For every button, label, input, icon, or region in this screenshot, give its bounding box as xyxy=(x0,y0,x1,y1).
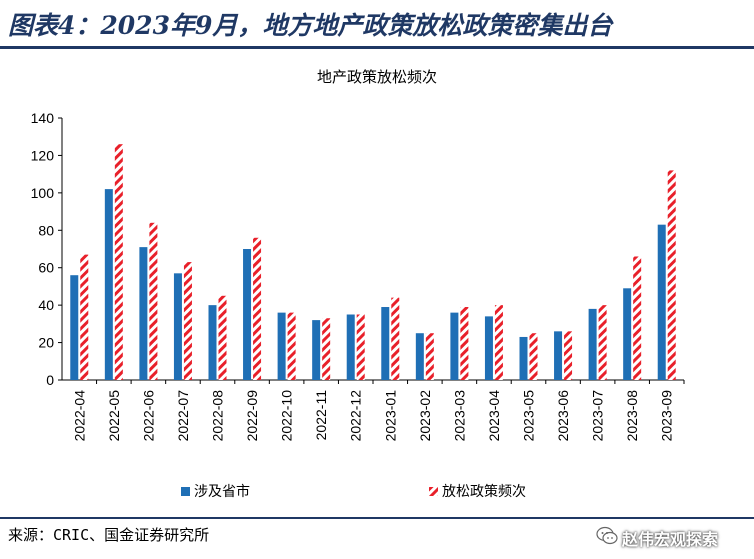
x-tick-label: 2023-02 xyxy=(417,390,433,442)
x-tick-label: 2022-08 xyxy=(210,390,226,442)
bar-series1 xyxy=(588,308,597,380)
bar-series1 xyxy=(346,314,355,380)
x-tick-label: 2023-08 xyxy=(624,390,640,442)
legend-swatch-series1 xyxy=(181,487,190,496)
x-tick-label: 2023-09 xyxy=(659,390,675,442)
bar-series1 xyxy=(208,305,217,380)
chart-title: 地产政策放松频次 xyxy=(316,68,437,86)
x-tick-label: 2022-11 xyxy=(313,390,329,441)
legend-label: 放松政策频次 xyxy=(442,483,526,500)
bar-series1 xyxy=(484,316,493,380)
bar-series1 xyxy=(657,224,666,380)
x-tick-label: 2022-05 xyxy=(106,390,122,442)
bar-series2 xyxy=(460,307,469,380)
x-tick-label: 2022-06 xyxy=(140,390,156,442)
bar-series1 xyxy=(173,273,182,380)
source-note: 来源：CRIC、国金证券研究所 xyxy=(8,526,210,544)
bar-chart: 2022-04 2022-05 2022-06 2022-07 2022-08 2022-… xyxy=(31,110,685,500)
bar-series2 xyxy=(218,295,227,380)
bar-series2 xyxy=(149,222,158,380)
x-tick-label: 2023-01 xyxy=(382,390,398,442)
bar-series1 xyxy=(243,249,252,380)
bar-series1 xyxy=(70,275,79,380)
bar-series1 xyxy=(312,320,321,380)
y-tick-label: 20 xyxy=(38,335,54,351)
wechat-icon xyxy=(596,526,618,545)
legend-swatch-series2 xyxy=(429,487,438,496)
y-tick-label: 0 xyxy=(46,372,54,388)
y-tick-label: 140 xyxy=(31,110,55,126)
y-tick-label: 120 xyxy=(31,147,55,163)
y-tick-label: 80 xyxy=(38,222,54,238)
bar-series2 xyxy=(391,297,400,380)
bar-series2 xyxy=(287,312,296,380)
y-tick-label: 40 xyxy=(38,297,54,313)
bar-series1 xyxy=(104,189,113,380)
x-tick-label: 2023-05 xyxy=(521,390,537,442)
bar-series2 xyxy=(253,237,262,380)
bar-series2 xyxy=(80,254,89,380)
x-tick-label: 2023-03 xyxy=(451,390,467,442)
bar-series2 xyxy=(494,305,503,380)
x-tick-label: 2022-09 xyxy=(244,390,260,442)
bar-series1 xyxy=(381,307,390,380)
bar-series1 xyxy=(415,333,424,380)
bar-series1 xyxy=(519,336,528,380)
y-tick-label: 60 xyxy=(38,260,54,276)
bar-series2 xyxy=(529,333,538,380)
bar-series2 xyxy=(322,318,331,380)
bar-series2 xyxy=(598,305,607,380)
x-tick-label: 2023-04 xyxy=(486,390,502,442)
bar-series2 xyxy=(425,333,434,380)
bar-series1 xyxy=(450,312,459,380)
bar-series1 xyxy=(277,312,286,380)
bar-series1 xyxy=(554,331,563,380)
x-tick-label: 2022-04 xyxy=(71,390,87,442)
bar-series1 xyxy=(139,247,148,380)
x-tick-label: 2022-07 xyxy=(175,390,191,442)
x-tick-label: 2022-12 xyxy=(348,390,364,442)
watermark: 赵伟宏观探索 xyxy=(596,522,752,552)
x-tick-label: 2023-06 xyxy=(555,390,571,442)
legend-label: 涉及省市 xyxy=(194,483,250,500)
y-tick-label: 100 xyxy=(31,185,55,201)
x-tick-label: 2022-10 xyxy=(279,390,295,442)
source-divider xyxy=(0,517,754,519)
bar-series2 xyxy=(114,144,123,380)
bar-series2 xyxy=(633,256,642,380)
figure-title: 图表4：2023年9月，地方地产政策放松政策密集出台 xyxy=(8,11,613,40)
bar-series2 xyxy=(183,262,192,380)
title-divider xyxy=(0,46,754,49)
bar-series2 xyxy=(356,314,365,380)
x-tick-label: 2023-07 xyxy=(590,390,606,442)
bar-series2 xyxy=(667,170,676,380)
watermark-text: 赵伟宏观探索 xyxy=(622,530,719,549)
bar-series2 xyxy=(564,331,573,380)
bar-series1 xyxy=(623,288,632,380)
